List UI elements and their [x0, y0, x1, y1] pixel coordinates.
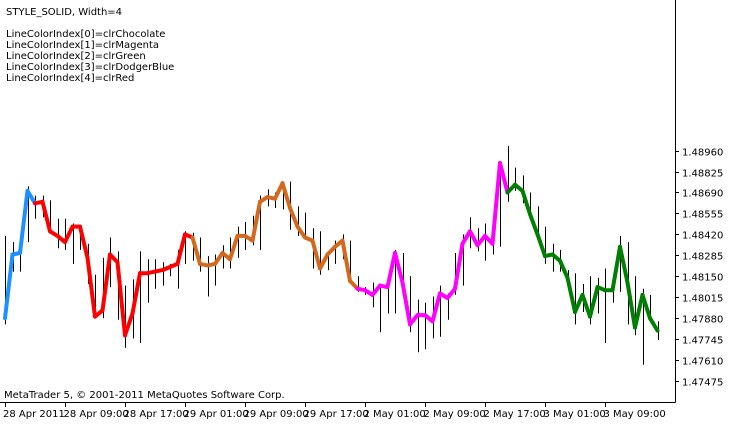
legend-entry-chocolate: LineColorIndex[0]=clrChocolate: [6, 29, 165, 40]
line-segment: [190, 235, 202, 266]
y-tick-label: 1.48960: [682, 148, 723, 159]
x-tick-label: 2 May 17:00: [484, 409, 546, 420]
chart-title: STYLE_SOLID, Width=4: [6, 7, 122, 18]
x-tick-label: 28 Apr 2011: [3, 409, 65, 420]
line-segment: [310, 238, 322, 271]
line-segment: [123, 311, 135, 338]
y-tick-label: 1.47745: [682, 336, 723, 347]
y-tick-label: 1.47880: [682, 315, 723, 326]
legend-entry-dodgerblue: LineColorIndex[3]=clrDodgerBlue: [6, 62, 174, 73]
line-segment: [580, 292, 592, 319]
line-segment: [63, 224, 75, 245]
line-segment: [430, 291, 442, 324]
x-tick-label: 3 May 09:00: [604, 409, 666, 420]
line-segment: [100, 252, 112, 313]
x-tick-label: 2 May 09:00: [424, 409, 486, 420]
line-segment: [490, 161, 502, 246]
line-segment: [528, 212, 540, 237]
line-segment: [288, 206, 300, 229]
line-segment: [18, 188, 30, 255]
line-segment: [453, 241, 465, 291]
x-tick-label: 28 Apr 09:00: [64, 409, 129, 420]
y-tick-label: 1.48285: [682, 252, 723, 263]
line-segment: [640, 292, 652, 321]
line-segment: [115, 260, 127, 338]
line-segment: [520, 188, 532, 217]
color-line: [3, 161, 660, 338]
x-tick-label: 29 Apr 17:00: [304, 409, 369, 420]
line-segment: [633, 292, 645, 330]
line-segment: [393, 251, 405, 285]
legend-entry-green: LineColorIndex[2]=clrGreen: [6, 51, 146, 62]
line-segment: [400, 280, 412, 327]
y-tick-label: 1.48690: [682, 189, 723, 200]
copyright-text: MetaTrader 5, © 2001-2011 MetaQuotes Sof…: [4, 390, 285, 401]
line-segment: [610, 244, 622, 293]
line-segment: [250, 199, 262, 243]
line-segment: [573, 292, 585, 314]
price-bars: [5, 145, 659, 365]
y-tick-label: 1.48420: [682, 231, 723, 242]
line-segment: [295, 224, 307, 240]
y-tick-label: 1.48825: [682, 169, 723, 180]
line-segment: [280, 181, 292, 210]
line-segment: [78, 224, 90, 260]
x-tick-label: 28 Apr 17:00: [124, 409, 189, 420]
legend-entry-magenta: LineColorIndex[1]=clrMagenta: [6, 40, 159, 51]
x-tick-label: 29 Apr 09:00: [244, 409, 309, 420]
line-segment: [318, 252, 330, 271]
line-segment: [228, 233, 240, 262]
y-tick-label: 1.48150: [682, 273, 723, 284]
line-segment: [85, 255, 97, 319]
line-segment: [498, 161, 510, 195]
x-tick-label: 3 May 01:00: [544, 409, 606, 420]
x-tick-label: 29 Apr 01:00: [184, 409, 249, 420]
line-segment: [558, 258, 570, 280]
y-axis: 1.48960 1.48825 1.48690 1.48555 1.48420 1.482…: [675, 148, 723, 389]
line-segment: [535, 232, 547, 259]
line-segment: [468, 229, 480, 248]
y-tick-label: 1.47610: [682, 357, 723, 368]
y-tick-label: 1.47475: [682, 378, 723, 389]
y-tick-label: 1.48015: [682, 294, 723, 305]
legend-entry-red: LineColorIndex[4]=clrRed: [6, 73, 134, 84]
line-segment: [130, 271, 142, 316]
line-segment: [213, 251, 225, 266]
plot-frame-group: [0, 0, 676, 403]
line-segment: [40, 199, 52, 234]
line-segment: [340, 238, 352, 283]
line-segment: [3, 252, 15, 321]
line-segment: [460, 229, 472, 246]
line-segment: [565, 275, 577, 314]
line-segment: [648, 316, 660, 333]
line-segment: [625, 280, 637, 330]
x-tick-label: 2 May 01:00: [364, 409, 426, 420]
line-segment: [25, 188, 37, 206]
line-segment: [588, 285, 600, 319]
line-segment: [175, 232, 187, 266]
line-segment: [618, 244, 630, 285]
line-segment: [385, 251, 397, 290]
y-tick-label: 1.48555: [682, 210, 723, 221]
